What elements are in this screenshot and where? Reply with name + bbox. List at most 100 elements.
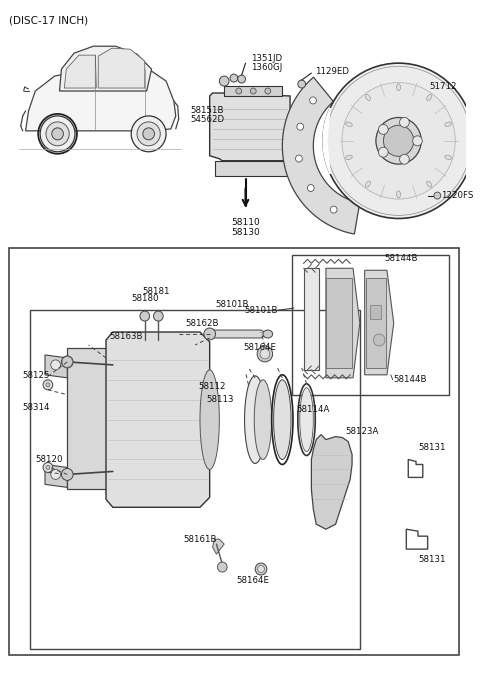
Ellipse shape <box>365 181 371 187</box>
Ellipse shape <box>365 94 371 100</box>
Ellipse shape <box>254 380 272 460</box>
Text: 58164E: 58164E <box>243 343 276 353</box>
Circle shape <box>307 184 314 192</box>
Text: 58120: 58120 <box>36 455 63 464</box>
Polygon shape <box>210 93 290 161</box>
Text: 58163B: 58163B <box>110 332 144 341</box>
Circle shape <box>258 565 264 573</box>
Circle shape <box>236 88 241 94</box>
Text: 54562D: 54562D <box>190 115 225 125</box>
Text: 1220FS: 1220FS <box>441 191 474 200</box>
Polygon shape <box>323 108 330 174</box>
Text: 58161B: 58161B <box>183 534 216 544</box>
Circle shape <box>297 123 304 130</box>
Polygon shape <box>45 464 67 487</box>
Ellipse shape <box>274 380 291 460</box>
Text: 58144B: 58144B <box>384 254 418 263</box>
Text: 58131: 58131 <box>418 555 445 563</box>
Circle shape <box>376 118 421 164</box>
Bar <box>30 310 360 649</box>
Circle shape <box>373 334 385 346</box>
Bar <box>292 255 449 395</box>
Polygon shape <box>215 161 287 176</box>
Text: (DISC-17 INCH): (DISC-17 INCH) <box>9 15 88 26</box>
Circle shape <box>140 311 150 321</box>
Polygon shape <box>210 330 268 338</box>
Ellipse shape <box>263 330 273 338</box>
Circle shape <box>154 311 163 321</box>
Circle shape <box>204 328 216 340</box>
Text: 58180: 58180 <box>131 294 158 303</box>
Circle shape <box>46 122 69 146</box>
Polygon shape <box>224 86 282 96</box>
Circle shape <box>219 76 229 86</box>
Polygon shape <box>312 435 352 529</box>
Ellipse shape <box>200 370 219 470</box>
Text: 58113: 58113 <box>206 395 234 404</box>
Text: 1351JD: 1351JD <box>252 54 282 63</box>
Polygon shape <box>106 332 210 507</box>
Circle shape <box>230 74 238 82</box>
Ellipse shape <box>346 122 352 127</box>
Ellipse shape <box>445 155 451 160</box>
Text: 58101B: 58101B <box>215 299 249 309</box>
Circle shape <box>46 383 50 387</box>
Polygon shape <box>365 271 394 375</box>
Circle shape <box>260 349 270 359</box>
Text: 58144B: 58144B <box>394 376 427 384</box>
Circle shape <box>265 88 271 94</box>
Text: 58130: 58130 <box>231 228 260 237</box>
Text: 1129ED: 1129ED <box>315 67 349 75</box>
Circle shape <box>323 63 474 219</box>
Circle shape <box>342 83 455 199</box>
Text: 58314: 58314 <box>23 403 50 412</box>
Circle shape <box>257 346 273 362</box>
Circle shape <box>399 117 409 127</box>
Circle shape <box>131 116 166 152</box>
Polygon shape <box>67 348 113 499</box>
Text: 51712: 51712 <box>430 81 457 91</box>
Circle shape <box>51 360 60 370</box>
Circle shape <box>46 466 50 470</box>
Polygon shape <box>98 48 145 88</box>
Circle shape <box>40 116 75 152</box>
Ellipse shape <box>396 191 400 198</box>
Circle shape <box>61 356 73 368</box>
Text: 58112: 58112 <box>199 382 226 391</box>
Polygon shape <box>326 278 352 368</box>
Ellipse shape <box>300 388 313 452</box>
Polygon shape <box>326 269 360 378</box>
Polygon shape <box>213 539 224 554</box>
Polygon shape <box>60 46 152 91</box>
Circle shape <box>61 468 73 481</box>
Polygon shape <box>64 55 96 88</box>
Circle shape <box>217 562 227 572</box>
Text: 58123A: 58123A <box>345 427 379 436</box>
Circle shape <box>238 75 245 83</box>
Circle shape <box>378 147 388 157</box>
Polygon shape <box>282 77 360 234</box>
Polygon shape <box>304 269 319 370</box>
Circle shape <box>296 155 302 162</box>
Polygon shape <box>366 278 386 368</box>
Polygon shape <box>45 355 67 378</box>
Text: 58151B: 58151B <box>190 106 224 116</box>
Polygon shape <box>25 69 176 131</box>
Ellipse shape <box>346 155 352 160</box>
Circle shape <box>52 128 63 140</box>
Circle shape <box>43 462 53 472</box>
Ellipse shape <box>396 83 400 91</box>
Text: 58131: 58131 <box>418 443 445 452</box>
Circle shape <box>143 128 155 140</box>
Text: 58162B: 58162B <box>185 318 219 328</box>
Circle shape <box>330 206 337 213</box>
Circle shape <box>413 136 422 146</box>
Ellipse shape <box>427 181 432 187</box>
Bar <box>371 305 381 319</box>
Text: 58101B: 58101B <box>244 306 277 314</box>
Circle shape <box>434 192 441 199</box>
Ellipse shape <box>244 376 266 464</box>
Circle shape <box>43 380 53 390</box>
Circle shape <box>255 563 267 575</box>
Text: 58181: 58181 <box>143 287 170 296</box>
